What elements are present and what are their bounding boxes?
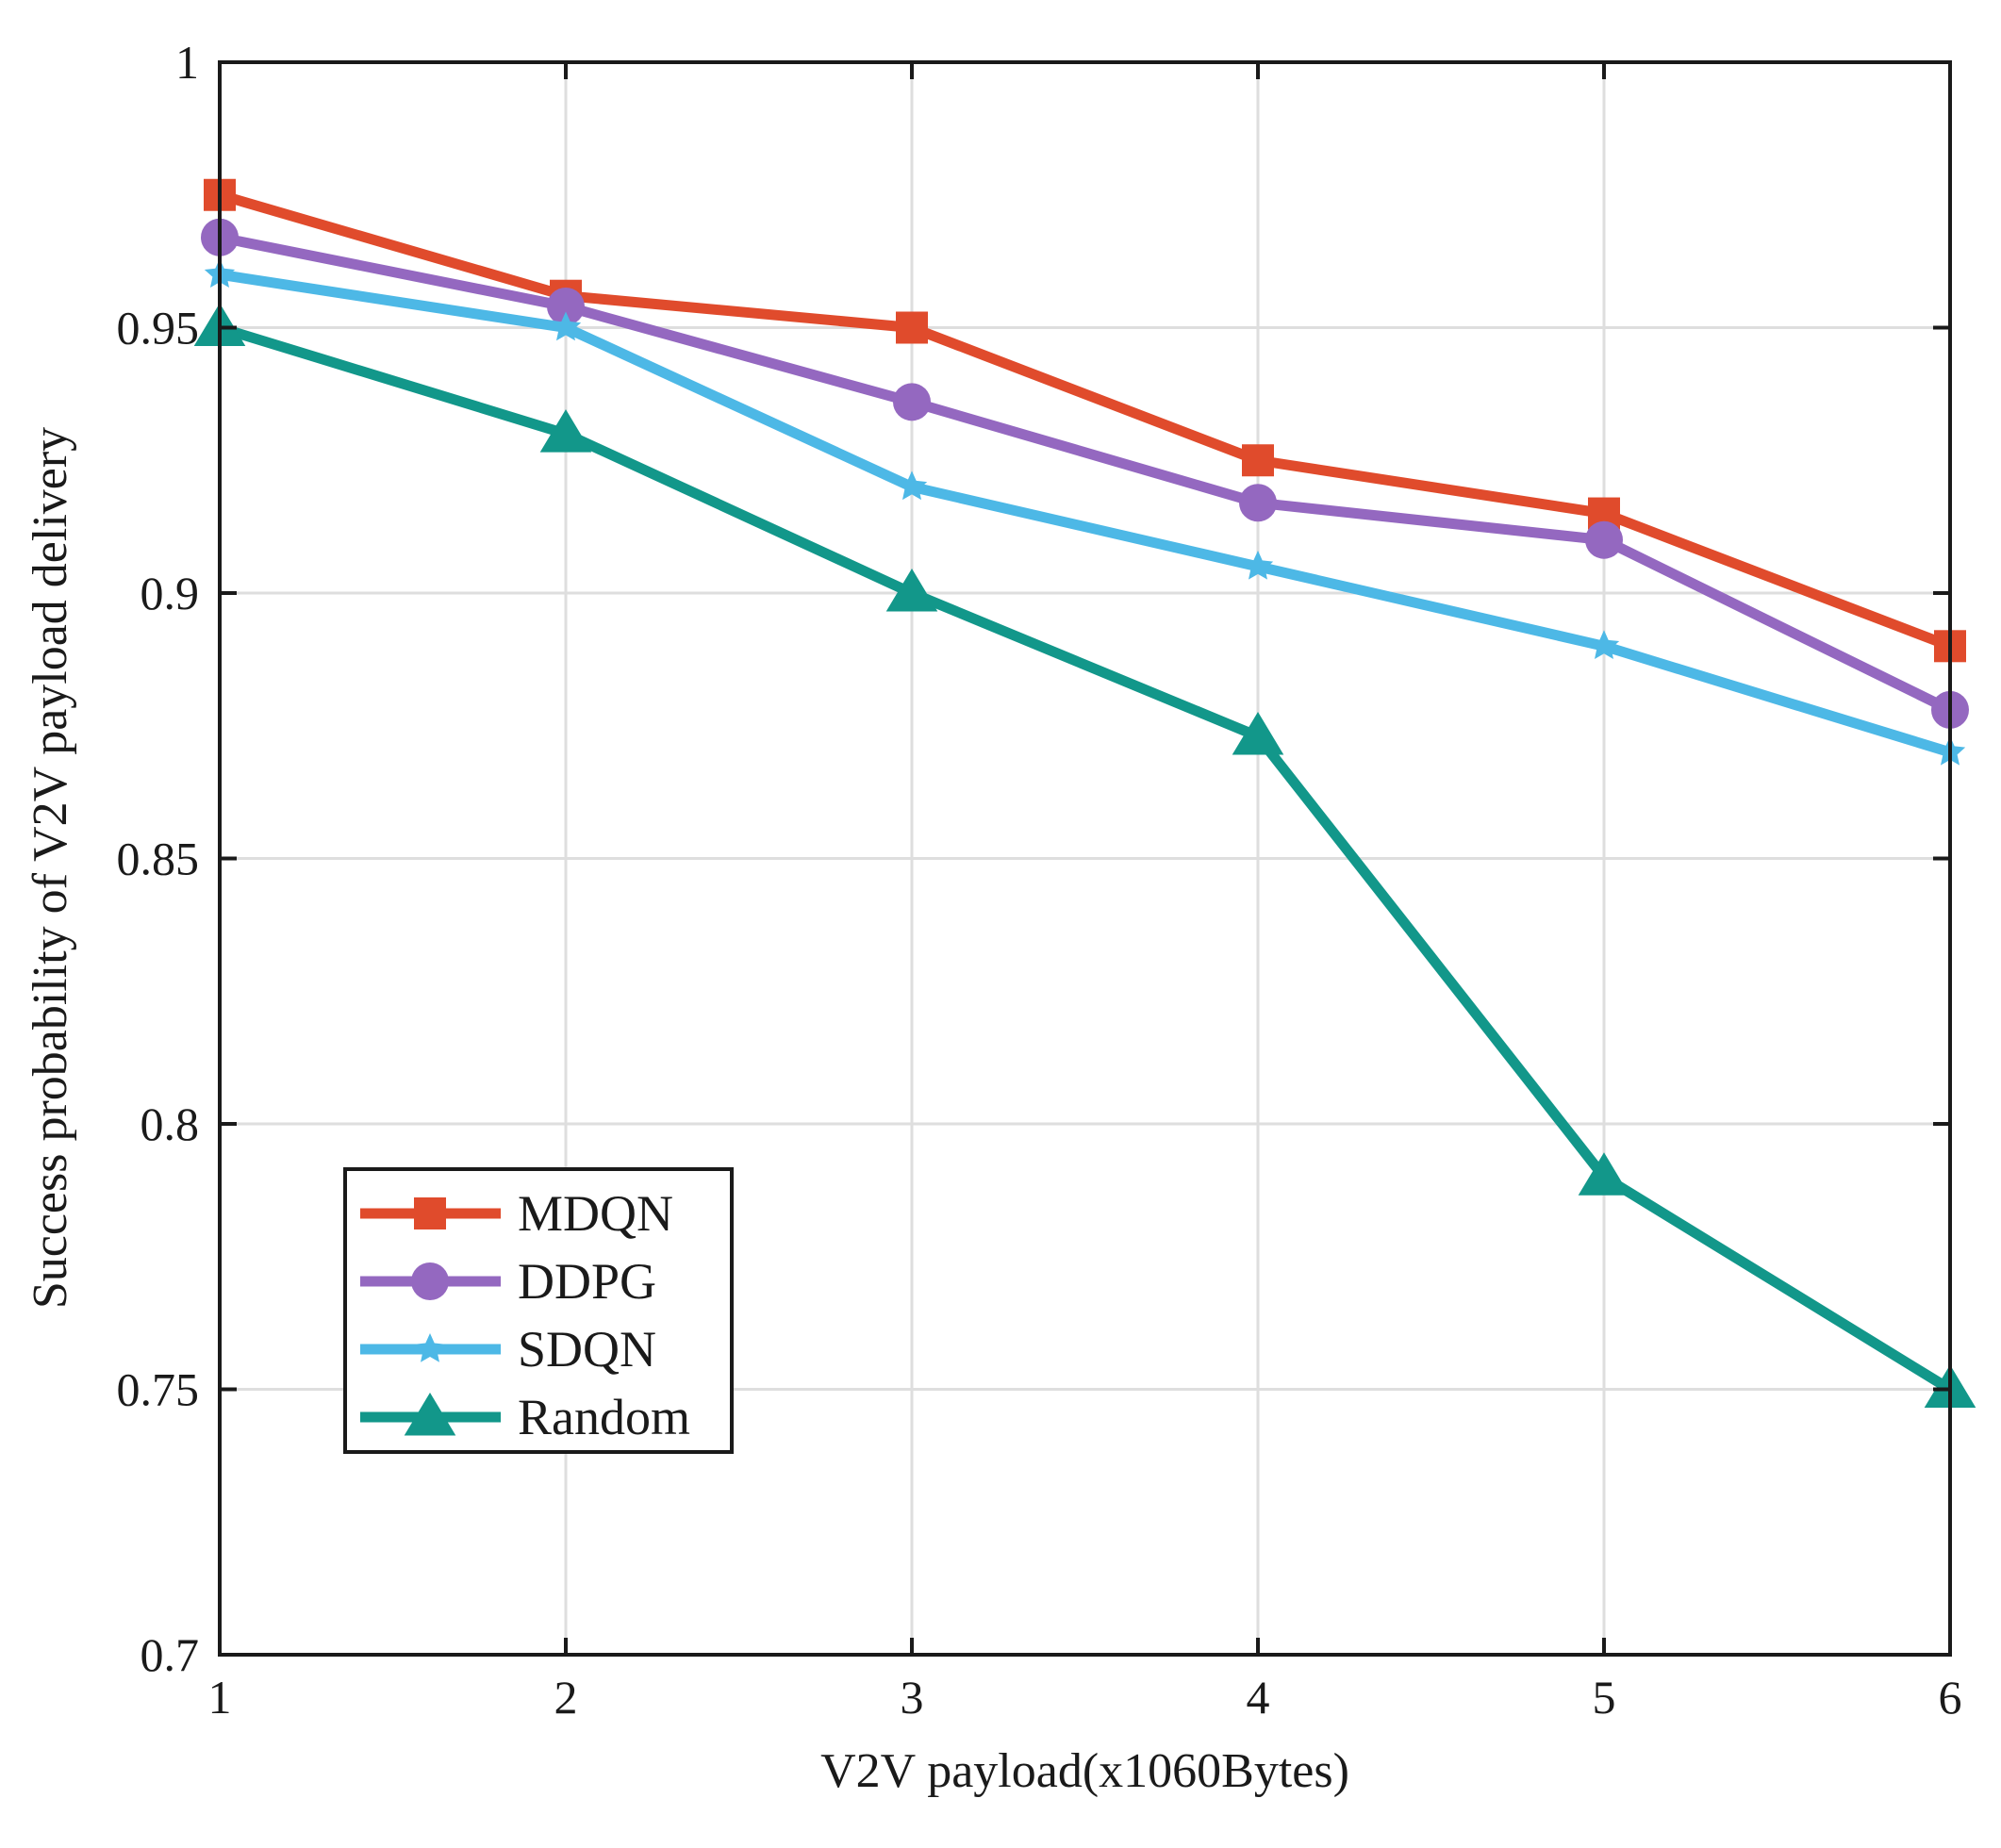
data-point-ddpg bbox=[1585, 520, 1623, 559]
data-point-random bbox=[1232, 712, 1284, 755]
series-line-random bbox=[214, 322, 1956, 1394]
data-point-ddpg bbox=[547, 287, 585, 325]
legend-label-random: Random bbox=[518, 1389, 690, 1445]
data-point-sdqn bbox=[1588, 630, 1620, 660]
series-ddpg bbox=[201, 218, 1969, 729]
data-point-sdqn bbox=[896, 470, 928, 501]
legend-marker-sdqn bbox=[414, 1333, 446, 1362]
data-point-mdqn bbox=[1242, 444, 1274, 477]
y-tick-label: 0.85 bbox=[117, 833, 200, 885]
data-point-random bbox=[539, 409, 592, 453]
legend-label-mdqn: MDQN bbox=[518, 1185, 673, 1242]
series-line-ddpg bbox=[214, 232, 1956, 716]
axis-ticks: 1 2 3 4 5 6 0.7 0.75 0.8 0.85 0.9 0.95 1 bbox=[117, 36, 1962, 1724]
data-point-random bbox=[1578, 1152, 1630, 1196]
y-tick-label: 0.75 bbox=[117, 1363, 200, 1416]
series-line-sdqn bbox=[214, 269, 1956, 758]
x-tick-label: 2 bbox=[554, 1671, 578, 1724]
y-tick-label: 0.8 bbox=[141, 1097, 200, 1150]
x-tick-label: 6 bbox=[1939, 1671, 1962, 1724]
series-line-mdqn bbox=[214, 190, 1956, 652]
data-point-sdqn bbox=[1242, 550, 1274, 580]
series-lines bbox=[193, 178, 1976, 1408]
data-point-random bbox=[885, 569, 938, 612]
y-tick-label: 0.7 bbox=[141, 1628, 200, 1681]
legend-marker-ddpg bbox=[411, 1262, 449, 1300]
data-point-ddpg bbox=[1239, 484, 1277, 522]
x-tick-label: 1 bbox=[208, 1671, 232, 1724]
y-tick-label: 0.95 bbox=[117, 302, 200, 355]
legend: MDQN DDPG SDQN Random bbox=[343, 1167, 734, 1454]
x-tick-label: 4 bbox=[1247, 1671, 1270, 1724]
y-tick-label: 0.9 bbox=[141, 567, 200, 619]
legend-marker-mdqn bbox=[414, 1197, 446, 1229]
data-point-sdqn bbox=[550, 311, 582, 341]
data-point-mdqn bbox=[896, 311, 928, 344]
data-point-ddpg bbox=[893, 383, 931, 421]
series-sdqn bbox=[204, 258, 1966, 766]
legend-label-ddpg: DDPG bbox=[518, 1253, 656, 1310]
x-axis-label: V2V payload(x1060Bytes) bbox=[820, 1744, 1349, 1798]
y-tick-label: 1 bbox=[175, 36, 199, 89]
legend-label-sdqn: SDQN bbox=[518, 1321, 656, 1378]
legend-marker-random bbox=[404, 1393, 456, 1436]
x-tick-label: 5 bbox=[1593, 1671, 1616, 1724]
x-tick-label: 3 bbox=[901, 1671, 924, 1724]
y-axis-label: Success probability of V2V payload deliv… bbox=[24, 427, 77, 1309]
